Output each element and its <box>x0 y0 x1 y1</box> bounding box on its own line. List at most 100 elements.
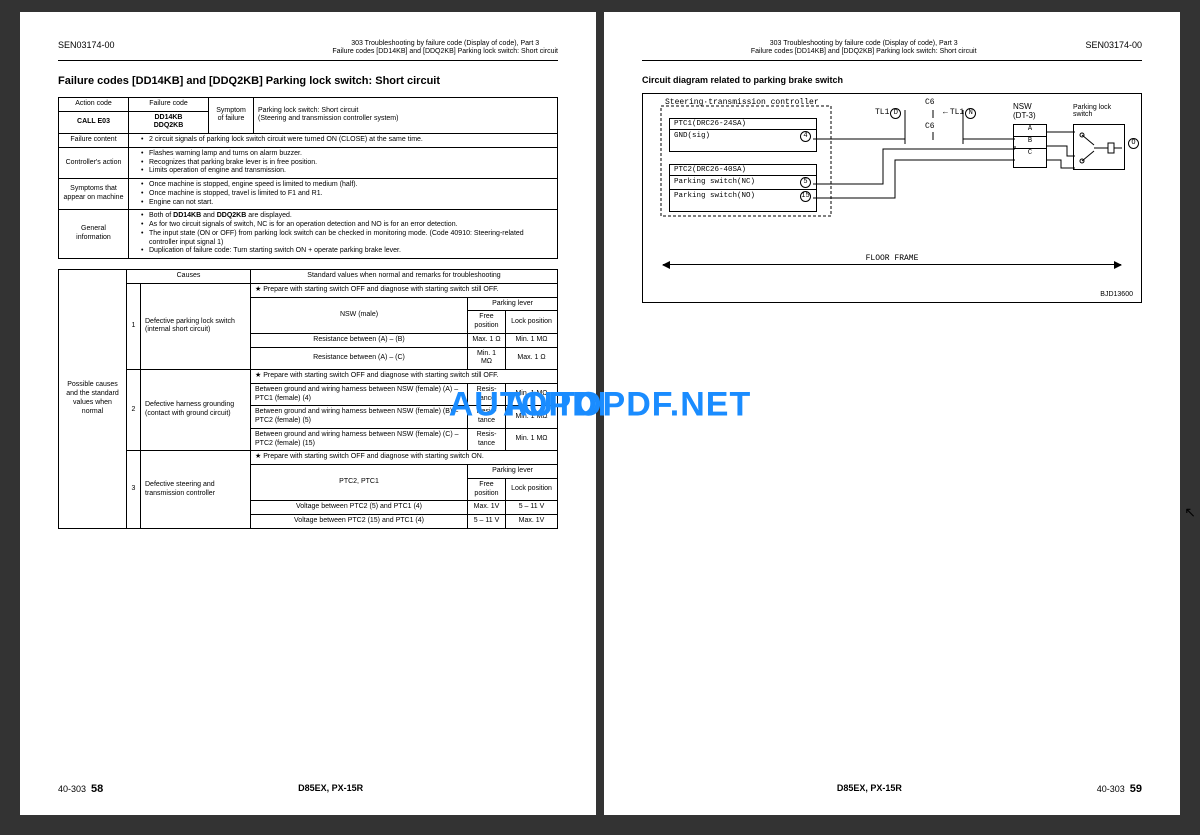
value: Max. 1V <box>506 515 558 529</box>
footer-right: 40-303 59 <box>1097 783 1142 795</box>
page-footer: D85EX, PX-15R 40-303 59 <box>642 777 1142 795</box>
c6-label: C6 <box>925 98 935 107</box>
causes-header: Causes <box>127 270 251 284</box>
harness-desc: Between ground and wiring harness betwee… <box>251 428 468 451</box>
page-header: 303 Troubleshooting by failure code (Dis… <box>642 40 1142 61</box>
pin-n: N <box>965 108 976 119</box>
section-line1: 303 Troubleshooting by failure code (Dis… <box>751 40 977 48</box>
free-pos: Free position <box>468 478 506 501</box>
row-label: Symptoms that appear on machine <box>59 179 129 210</box>
footer-left: 40-303 58 <box>58 783 103 795</box>
cause-text: Defective parking lock switch (internal … <box>141 283 251 369</box>
failure-codes: DD14KB DDQ2KB <box>129 111 209 134</box>
parking-lock-label: Parking lock switch <box>1073 104 1111 118</box>
measure-label: Voltage between PTC2 (15) and PTC1 (4) <box>251 515 468 529</box>
doc-number: SEN03174-00 <box>58 40 115 50</box>
row-label: Failure content <box>59 134 129 148</box>
ptc1-box: PTC1(DRC26-24SA) GND(sig) 4 <box>669 118 817 152</box>
parking-lever-label: Parking lever <box>468 297 558 311</box>
section-line1: 303 Troubleshooting by failure code (Dis… <box>332 40 558 48</box>
diagram-code: BJD13600 <box>1100 291 1133 298</box>
section-line2: Failure codes [DD14KB] and [DDQ2KB] Park… <box>751 48 977 56</box>
action-code-label: Action code <box>59 97 129 111</box>
failure-info-table: Action code Failure code Symptom of fail… <box>58 97 558 259</box>
parking-lever-label: Parking lever <box>468 465 558 479</box>
switch-icon <box>1074 125 1126 171</box>
failure-code-label: Failure code <box>129 97 209 111</box>
res-label: Resis- tance <box>468 428 506 451</box>
floor-frame-arrow <box>663 264 1121 265</box>
lock-pos: Lock position <box>506 311 558 334</box>
side-label: Possible causes and the standard values … <box>59 270 127 529</box>
ptc2-label: PTC2(DRC26-40SA) <box>670 165 816 176</box>
row-label: Controller's action <box>59 147 129 178</box>
pin-a: A <box>1025 125 1036 136</box>
pin-15: 15 <box>800 191 811 202</box>
symptom-label: Symptom of failure <box>209 97 254 133</box>
cause-text: Defective steering and transmission cont… <box>141 451 251 529</box>
value: 5 – 11 V <box>468 515 506 529</box>
pin-c: C <box>1025 149 1036 160</box>
row-value: Once machine is stopped, engine speed is… <box>129 179 558 210</box>
lock-pos: Lock position <box>506 478 558 501</box>
value: Min. 1 MΩ <box>506 333 558 347</box>
page-right: 303 Troubleshooting by failure code (Dis… <box>604 12 1180 815</box>
nsw-label: NSW (male) <box>251 297 468 333</box>
prep-note: ★ Prepare with starting switch OFF and d… <box>251 283 558 297</box>
nsw-box: A B C <box>1013 124 1047 168</box>
page-title: Failure codes [DD14KB] and [DDQ2KB] Park… <box>58 75 558 87</box>
harness-desc: Between ground and wiring harness betwee… <box>251 406 468 429</box>
row-value: Flashes warning lamp and turns on alarm … <box>129 147 558 178</box>
value: 5 – 11 V <box>506 501 558 515</box>
cause-num: 3 <box>127 451 141 529</box>
pin-b: B <box>1025 137 1036 148</box>
footer-model: D85EX, PX-15R <box>837 783 902 795</box>
free-pos: Free position <box>468 311 506 334</box>
doc-number: SEN03174-00 <box>1085 40 1142 50</box>
value: Min. 1 MΩ <box>468 347 506 370</box>
diagram-title: Circuit diagram related to parking brake… <box>642 75 1142 85</box>
prep-note: ★ Prepare with starting switch OFF and d… <box>251 451 558 465</box>
prep-note: ★ Prepare with starting switch OFF and d… <box>251 370 558 384</box>
pin-o: O <box>1127 138 1140 149</box>
pin-d: D <box>890 108 901 119</box>
value: Max. 1 Ω <box>506 347 558 370</box>
pin-5: 5 <box>800 177 811 188</box>
controller-label: Steering·transmission controller <box>665 98 819 107</box>
std-header: Standard values when normal and remarks … <box>251 270 558 284</box>
page-footer: 40-303 58 D85EX, PX-15R <box>58 777 558 795</box>
row-value: Both of DD14KB and DDQ2KB are displayed.… <box>129 210 558 259</box>
page-header: SEN03174-00 303 Troubleshooting by failu… <box>58 40 558 61</box>
pin-4: 4 <box>800 131 811 142</box>
symptom-text: Parking lock switch: Short circuit (Stee… <box>254 97 558 133</box>
value: Max. 1V <box>468 501 506 515</box>
circuit-diagram: Steering·transmission controller PTC1(DR… <box>642 93 1142 303</box>
row-label: General information <box>59 210 129 259</box>
tl1-d-label: TL1D <box>875 108 902 119</box>
value: Min. 1 MΩ <box>506 428 558 451</box>
cause-num: 1 <box>127 283 141 369</box>
measure-label: Resistance between (A) – (C) <box>251 347 468 370</box>
ptc-label: PTC2, PTC1 <box>251 465 468 501</box>
nsw-label: NSW (DT-3) <box>1013 102 1036 120</box>
switch-box <box>1073 124 1125 170</box>
floor-frame-label: FLOOR FRAME <box>860 254 925 263</box>
measure-label: Resistance between (A) – (B) <box>251 333 468 347</box>
cause-text: Defective harness grounding (contact wit… <box>141 370 251 451</box>
measure-label: Voltage between PTC2 (5) and PTC1 (4) <box>251 501 468 515</box>
watermark: AUTOPDF.NET <box>503 386 751 425</box>
row-value: 2 circuit signals of parking lock switch… <box>129 134 558 148</box>
ptc1-label: PTC1(DRC26-24SA) <box>670 119 816 130</box>
section-line2: Failure codes [DD14KB] and [DDQ2KB] Park… <box>332 48 558 56</box>
parking-nc-label: Parking switch(NC) <box>674 178 755 186</box>
c6-label: C6 <box>925 122 935 131</box>
ptc2-box: PTC2(DRC26-40SA) Parking switch(NC) 5 Pa… <box>669 164 817 212</box>
footer-model: D85EX, PX-15R <box>298 783 363 795</box>
gnd-label: GND(sig) <box>674 132 710 140</box>
call-code: CALL E03 <box>59 111 129 134</box>
cause-num: 2 <box>127 370 141 451</box>
harness-desc: Between ground and wiring harness betwee… <box>251 383 468 406</box>
cursor-icon: ↖ <box>1184 504 1196 521</box>
section-title: 303 Troubleshooting by failure code (Dis… <box>332 40 558 57</box>
parking-no-label: Parking switch(NO) <box>674 192 755 200</box>
